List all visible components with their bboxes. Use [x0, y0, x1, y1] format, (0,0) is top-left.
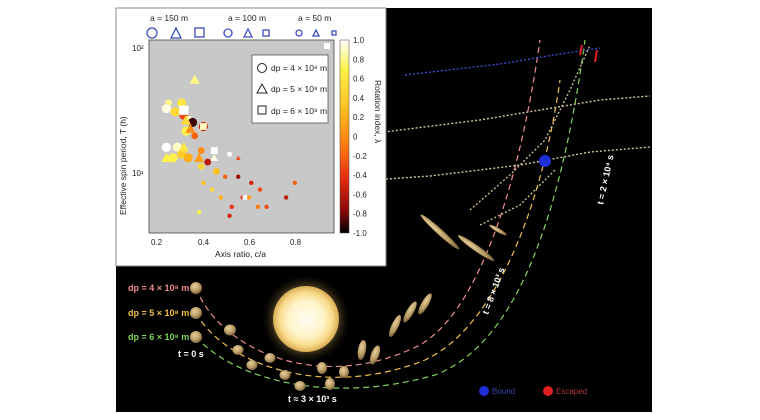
label-dp4: dp = 4 × 10⁸ m — [128, 283, 189, 293]
scatter-point-square-1 — [210, 147, 218, 154]
trajectory-paths — [195, 39, 586, 389]
scatter-point-circle-26 — [283, 195, 289, 200]
scatter-point-circle-13 — [197, 163, 205, 170]
colorbar-tick: 0.8 — [353, 55, 365, 64]
scatter-point-circle-2 — [170, 107, 180, 117]
inset-y-ticks: 10² 10¹ — [132, 44, 144, 178]
time-label-0: t = 0 s — [178, 349, 204, 359]
colorbar — [339, 39, 350, 234]
legend-escaped-label: Escaped — [556, 387, 587, 396]
colorbar-ticks: 1.0 0.8 0.6 0.4 0.2 0 -0.2 -0.4 -0.6 -0.8 -1.0 — [353, 36, 367, 238]
inset-ylabel: Effective spin period, T (h) — [118, 116, 128, 215]
scatter-point-circle-21 — [236, 174, 241, 179]
scatter-point-square-0 — [179, 105, 189, 115]
scatter-point-triangle-0 — [189, 74, 200, 84]
colorbar-tick: 1.0 — [353, 36, 365, 45]
inset-legend: dp = 4 × 10⁸ m dp = 5 × 10⁸ m dp = 6 × 1… — [251, 54, 329, 124]
legend-escaped-marker — [543, 386, 553, 396]
scatter-point-circle-16 — [197, 147, 205, 154]
scatter-point-circle-28 — [229, 204, 234, 210]
scatter-point-circle-29 — [246, 195, 252, 200]
y-tick-10: 10¹ — [132, 169, 144, 178]
inset-corner-marker — [324, 43, 330, 49]
path-dp5 — [195, 79, 561, 378]
scatter-point-triangle-5 — [210, 154, 219, 161]
path-dp6 — [195, 39, 586, 389]
colorbar-tick: -0.8 — [353, 210, 367, 219]
colorbar-tick: -0.6 — [353, 190, 367, 199]
legend-bound-marker — [479, 386, 489, 396]
scatter-point-circle-14 — [204, 158, 212, 166]
scatter-point-circle-3 — [177, 98, 187, 108]
scatter-point-circle-27 — [292, 180, 298, 185]
sun — [273, 286, 339, 352]
scatter-point-square-3 — [227, 151, 232, 157]
asteroid-sequence — [190, 214, 507, 391]
legend-dp5: dp = 5 × 10⁸ m — [271, 84, 327, 94]
scatter-point-circle-30 — [264, 204, 269, 210]
scatter-point-triangle-4 — [193, 152, 205, 163]
scatter-point-circle-31 — [227, 213, 232, 218]
scatter-point-circle-32 — [201, 180, 206, 185]
header-a50: a = 50 m — [298, 13, 331, 23]
time-label-3e3: t ≈ 3 × 10³ s — [288, 394, 337, 404]
escaped-fragments — [579, 44, 598, 63]
scatter-point-circle-22 — [249, 180, 254, 185]
scatter-point-circle-17 — [161, 142, 172, 152]
scatter-point-circle-25 — [255, 204, 261, 210]
scatter-point-triangle-6 — [235, 155, 241, 160]
header-symbols — [146, 26, 337, 39]
y-tick-100: 10² — [132, 44, 144, 53]
scatter-point-circle-15 — [213, 167, 220, 175]
header-a100: a = 100 m — [228, 13, 266, 23]
inset-header: a = 150 m a = 100 m a = 50 m — [146, 13, 337, 39]
legend-bound-label: Bound — [492, 387, 515, 396]
scatter-point-square-4 — [242, 195, 247, 200]
label-dp5: dp = 5 × 10⁸ m — [128, 308, 189, 318]
colorbar-tick: 0.6 — [353, 75, 365, 84]
x-tick-0.2: 0.2 — [151, 238, 163, 247]
scatter-marks — [161, 74, 298, 218]
scatter-point-circle-34 — [196, 210, 202, 215]
colorbar-tick: -1.0 — [353, 229, 367, 238]
scatter-point-triangle-2 — [185, 123, 196, 133]
colorbar-tick: 0 — [353, 133, 358, 142]
inset-xlabel: Axis ratio, c/a — [215, 249, 266, 259]
scatter-point-circle-23 — [257, 187, 263, 192]
path-dp4 — [195, 39, 541, 368]
colorbar-tick: -0.4 — [353, 171, 367, 180]
colorbar-tick: -0.2 — [353, 152, 367, 161]
scatter-point-triangle-1 — [180, 115, 192, 125]
scatter-point-circle-9 — [191, 132, 199, 140]
colorbar-tick: 0.2 — [353, 113, 365, 122]
legend-dp6: dp = 6 × 10⁸ m — [271, 106, 327, 116]
scatter-point-square-2 — [200, 123, 207, 130]
legend-dp4: dp = 4 × 10⁸ m — [271, 63, 327, 73]
scatter-point-circle-33 — [218, 195, 224, 200]
scatter-point-circle-18 — [168, 153, 178, 163]
inset-x-ticks: 0.2 0.4 0.6 0.8 — [151, 238, 302, 247]
bound-fragment — [539, 155, 551, 167]
scatter-point-triangle-7 — [161, 152, 172, 163]
x-tick-0.8: 0.8 — [290, 238, 302, 247]
x-tick-0.4: 0.4 — [198, 238, 210, 247]
scatter-point-circle-12 — [183, 153, 193, 163]
scatter-point-triangle-3 — [178, 142, 189, 152]
x-tick-0.6: 0.6 — [244, 238, 256, 247]
scatter-point-circle-20 — [222, 174, 228, 179]
scatter-point-circle-1 — [161, 104, 172, 114]
colorbar-tick: 0.4 — [353, 94, 365, 103]
scatter-point-circle-19 — [209, 187, 215, 192]
header-a150: a = 150 m — [150, 13, 188, 23]
label-dp6: dp = 6 × 10⁸ m — [128, 332, 189, 342]
colorbar-label: Rotation index, λ — [373, 80, 383, 144]
scatter-point-circle-10 — [172, 142, 182, 152]
